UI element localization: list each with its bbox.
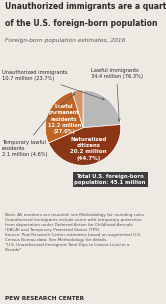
Wedge shape [83, 90, 121, 128]
Text: of the U.S. foreign-born population: of the U.S. foreign-born population [5, 19, 158, 28]
Text: Lawful immigrants
34.4 million (76.3%): Lawful immigrants 34.4 million (76.3%) [90, 68, 142, 121]
Text: Temporary lawful
residents
2.1 million (4.6%): Temporary lawful residents 2.1 million (… [2, 94, 75, 157]
Text: Unauthorized immigrants
10.7 million (23.7%): Unauthorized immigrants 10.7 million (23… [2, 70, 104, 100]
Text: Unauthorized immigrants are a quarter: Unauthorized immigrants are a quarter [5, 2, 166, 11]
Text: Total U.S. foreign-born
population: 45.1 million: Total U.S. foreign-born population: 45.1… [75, 174, 146, 185]
Text: Note: All numbers are rounded; see Methodology for rounding rules.
Unauthorized : Note: All numbers are rounded; see Metho… [5, 213, 145, 252]
Wedge shape [45, 92, 83, 143]
Text: Lawful
permanent
residents
12.2 million
(27.0%): Lawful permanent residents 12.2 million … [47, 104, 81, 134]
Wedge shape [48, 125, 121, 165]
Text: Naturalized
citizens
20.2 million
(44.7%): Naturalized citizens 20.2 million (44.7%… [70, 137, 107, 161]
Text: PEW RESEARCH CENTER: PEW RESEARCH CENTER [5, 296, 84, 301]
Wedge shape [72, 90, 83, 128]
Text: Foreign-born population estimates, 2016: Foreign-born population estimates, 2016 [5, 38, 125, 43]
